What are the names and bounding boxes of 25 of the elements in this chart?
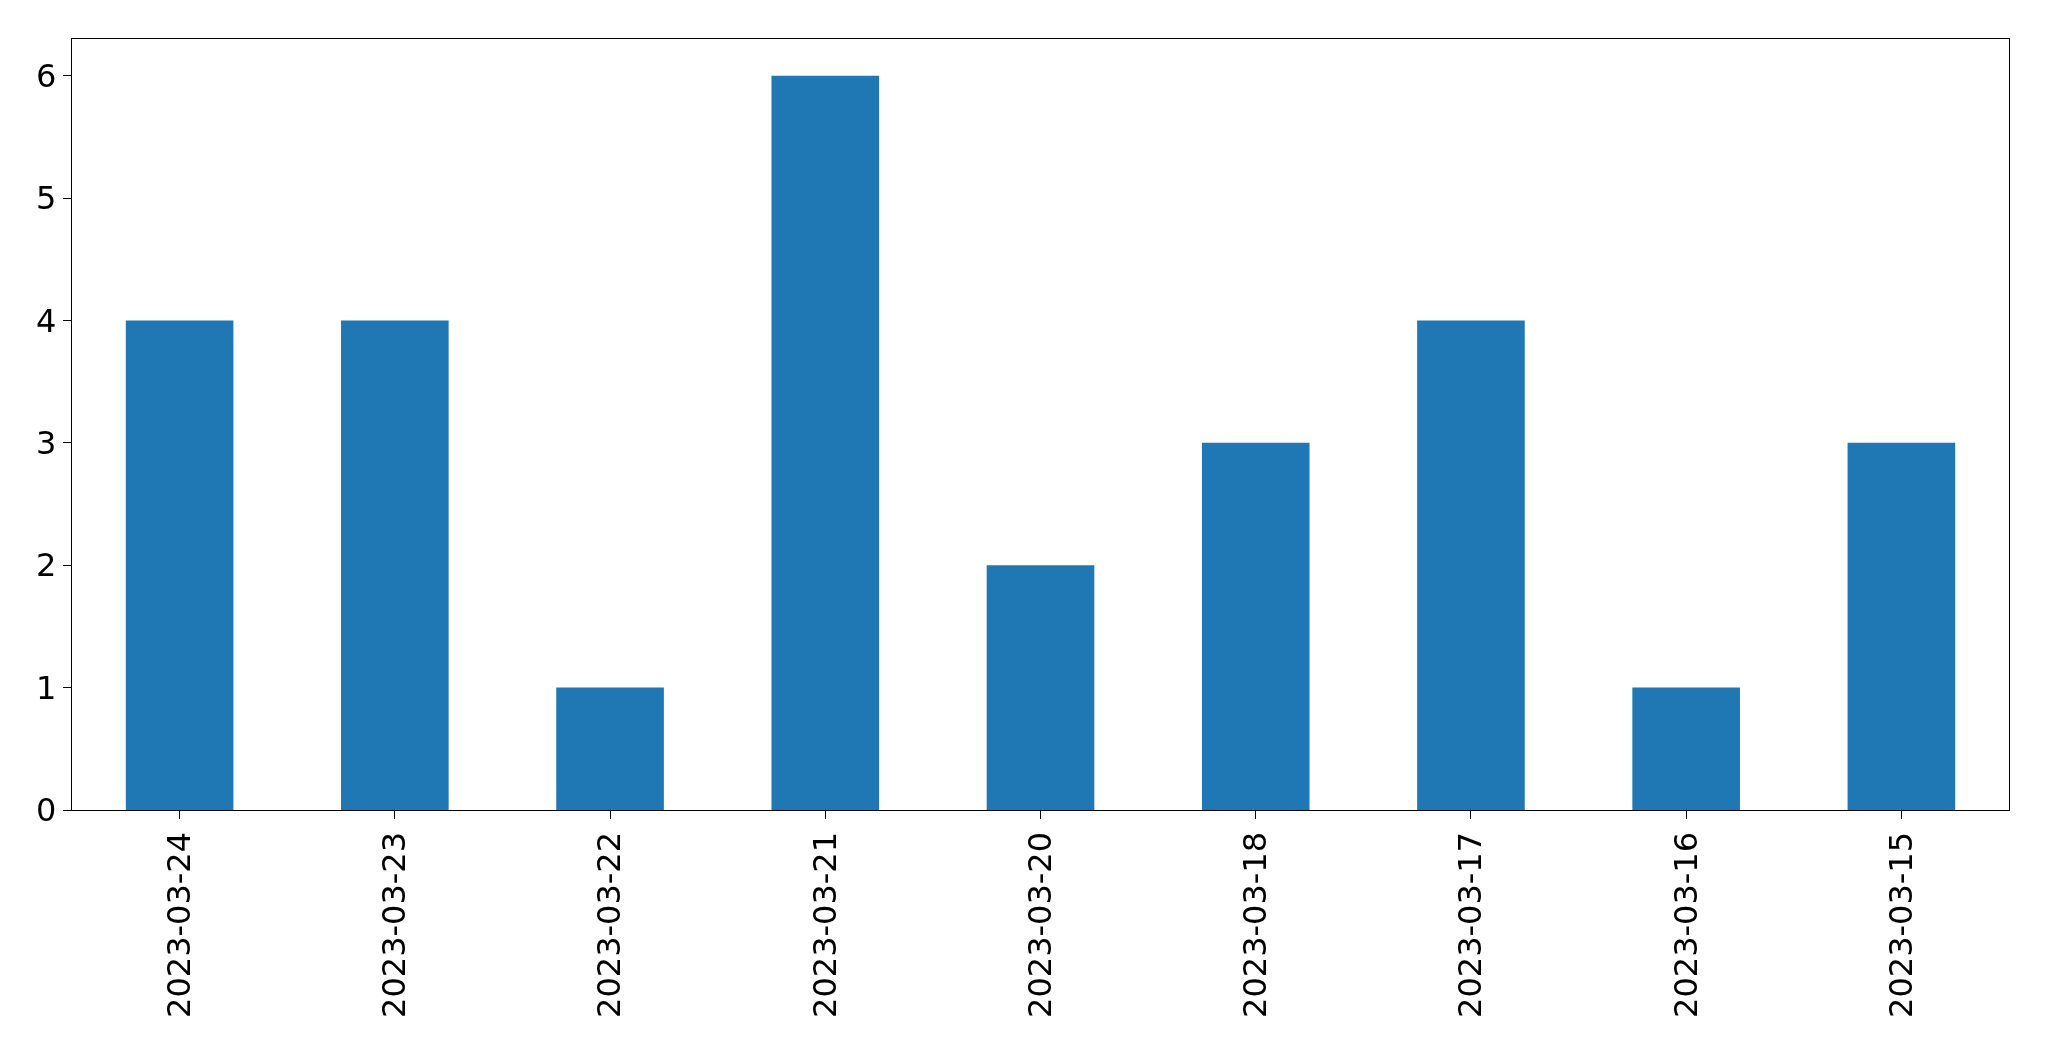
x-tick-label: 2023-03-16 [1666,831,1705,1018]
y-tick-label: 3 [36,424,57,463]
x-tick-label: 2023-03-17 [1451,831,1490,1018]
x-tick-label: 2023-03-24 [160,831,199,1018]
y-tick-label: 4 [36,301,57,340]
y-tick-label: 2 [36,546,57,585]
y-tick-label: 6 [36,56,57,95]
x-tick-label: 2023-03-18 [1236,831,1275,1018]
y-tick-label: 5 [36,179,57,218]
bar [1201,442,1310,810]
x-tick-label: 2023-03-15 [1881,831,1920,1018]
bar [1847,442,1956,810]
bar [341,320,449,810]
bar [125,320,234,810]
x-tick-label: 2023-03-21 [805,831,844,1018]
bar [1417,320,1525,810]
x-tick-label: 2023-03-22 [590,831,629,1018]
bar [556,687,664,810]
bar [986,565,1095,810]
y-tick-label: 1 [36,668,57,707]
bar [771,75,880,810]
x-tick-label: 2023-03-20 [1020,831,1059,1018]
y-tick-label: 0 [36,791,57,830]
x-tick-label: 2023-03-23 [375,831,414,1018]
bar [1632,687,1740,810]
